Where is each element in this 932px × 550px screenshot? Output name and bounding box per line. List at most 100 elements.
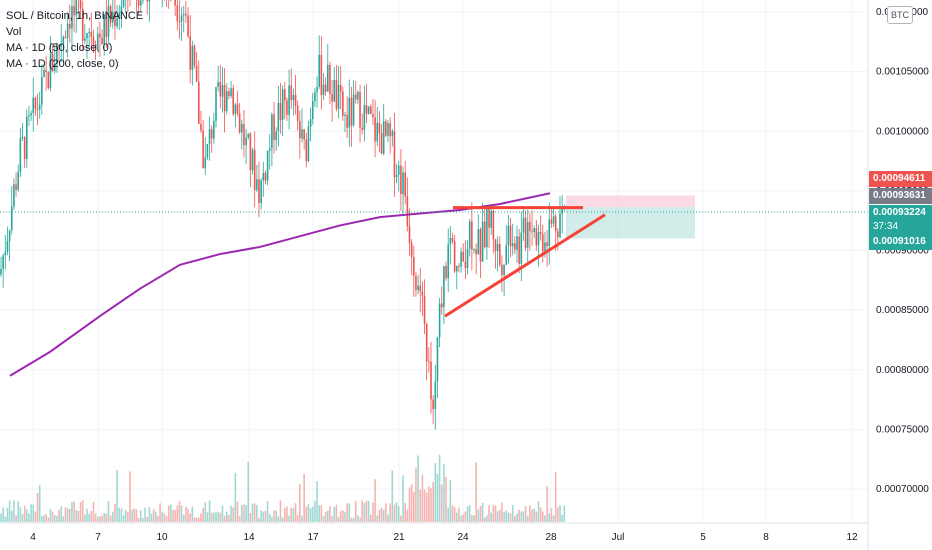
- volume-bar: [509, 513, 512, 522]
- position-zones[interactable]: [566, 195, 695, 239]
- support-trendline[interactable]: [444, 213, 606, 318]
- stop-loss-zone[interactable]: [566, 195, 695, 208]
- volume-bar: [404, 503, 406, 522]
- volume-bar: [430, 488, 432, 522]
- candle-body: [514, 243, 516, 250]
- volume-bar: [314, 500, 316, 522]
- candle-body: [99, 33, 101, 38]
- volume-bar: [219, 512, 222, 522]
- currency-badge[interactable]: BTC: [887, 6, 913, 24]
- volume-bar: [56, 516, 58, 522]
- time-tick-label: 17: [307, 532, 319, 543]
- candle-body: [103, 14, 105, 45]
- volume-bar: [284, 507, 286, 522]
- candle-body: [303, 129, 305, 140]
- price-tick-label: 0.00080000: [876, 365, 929, 376]
- candle-body: [43, 69, 45, 78]
- volume-bar: [550, 508, 553, 522]
- volume-bar: [481, 502, 484, 522]
- volume-bar: [333, 507, 336, 522]
- candle-body: [56, 44, 58, 65]
- candle-body: [397, 165, 400, 175]
- volume-bar: [329, 506, 331, 522]
- volume-bar: [434, 463, 437, 522]
- candle-body: [389, 123, 391, 137]
- candle-body: [13, 184, 15, 207]
- candle-body: [62, 36, 65, 44]
- volume-bar: [161, 511, 164, 522]
- candle-body: [215, 87, 217, 121]
- ma200-indicator-label[interactable]: MA · 1D (200, close, 0): [6, 58, 119, 70]
- volume-bar: [327, 510, 329, 522]
- volume-bar: [561, 514, 563, 522]
- volume-bar: [335, 504, 338, 522]
- volume-bar: [524, 505, 527, 522]
- volume-bar: [94, 513, 97, 522]
- candle-body: [45, 69, 47, 73]
- candle-body: [292, 94, 295, 101]
- candle-body: [344, 114, 346, 116]
- volume-bar: [309, 508, 312, 522]
- volume-bar: [81, 500, 84, 522]
- candle-body: [408, 226, 411, 244]
- candle-body: [94, 44, 97, 50]
- volume-bar: [122, 515, 125, 522]
- time-tick-label: 12: [846, 532, 858, 543]
- volume-bar: [8, 500, 11, 522]
- candle-body: [109, 6, 112, 23]
- volume-bar: [316, 481, 318, 522]
- candle-body: [475, 249, 477, 255]
- candle-body: [21, 137, 24, 139]
- candle-body: [86, 33, 88, 39]
- time-axis[interactable]: 4 7 10 14 17 21 24 28 Jul 5 8 12: [30, 532, 858, 543]
- symbol-title[interactable]: SOL / Bitcoin, 1h, BINANCE: [6, 10, 144, 22]
- candle-body: [314, 92, 316, 101]
- time-tick-label: 4: [30, 532, 36, 543]
- volume-bar: [163, 513, 166, 522]
- price-axis[interactable]: 0.00070000 0.00075000 0.00080000 0.00085000…: [876, 7, 929, 495]
- volume-bar: [174, 510, 176, 522]
- volume-bar: [554, 471, 557, 522]
- candle-body: [30, 113, 32, 116]
- candle-body: [522, 217, 525, 233]
- volume-bar: [475, 462, 477, 522]
- volume-bar: [464, 511, 467, 522]
- candle-body: [531, 231, 533, 233]
- candle-body: [473, 249, 475, 251]
- volume-bar: [176, 505, 179, 522]
- candle-body: [213, 120, 215, 139]
- candle-body: [382, 121, 385, 154]
- volume-bar: [92, 501, 95, 522]
- volume-bar: [120, 508, 123, 522]
- candle-body: [496, 243, 499, 251]
- candle-body: [453, 241, 456, 272]
- volume-bar: [342, 510, 344, 522]
- volume-bar: [195, 517, 198, 522]
- candle-body: [550, 219, 553, 224]
- candle-body: [428, 361, 430, 363]
- volume-bar: [90, 510, 93, 522]
- volume-bar: [271, 516, 273, 522]
- candle-body: [320, 54, 323, 96]
- volume-bar: [146, 516, 148, 522]
- volume-bar: [21, 513, 24, 522]
- volume-bar: [520, 511, 523, 522]
- candle-body: [490, 210, 492, 228]
- volume-bar: [268, 514, 271, 522]
- price-tick-label: 0.00090000: [876, 246, 929, 257]
- volume-bar: [419, 489, 422, 522]
- volume-bar: [124, 509, 127, 522]
- volume-bar: [406, 509, 409, 522]
- candle-body: [395, 174, 398, 178]
- ma50-indicator-label[interactable]: MA · 1D (50, close, 0): [6, 42, 113, 54]
- candle-body: [195, 65, 198, 82]
- time-tick-label: 14: [243, 532, 255, 543]
- candle-body: [535, 228, 538, 246]
- trendlines[interactable]: [444, 206, 606, 318]
- candle-body: [449, 238, 452, 245]
- volume-bar: [428, 486, 430, 522]
- candle-body: [466, 248, 469, 268]
- volume-indicator-label[interactable]: Vol: [6, 26, 22, 38]
- candle-body: [387, 123, 389, 136]
